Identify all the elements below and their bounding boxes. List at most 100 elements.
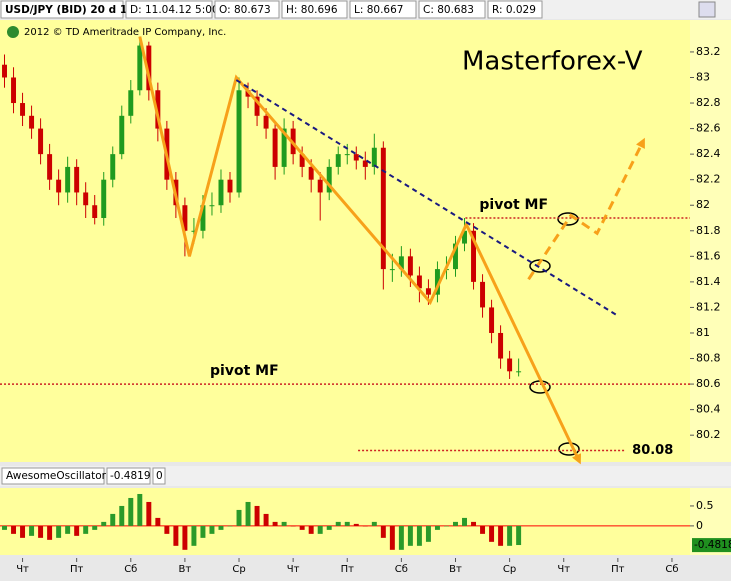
readout: -0.4818 [694, 539, 731, 551]
candle-body [236, 90, 242, 193]
oscillator-bar [209, 525, 215, 534]
oscillator-bar [380, 525, 386, 538]
candle-body [146, 45, 152, 91]
candle-body [425, 288, 431, 295]
candle-body [2, 64, 7, 78]
header-cell [214, 0, 280, 19]
oscillator-plot [0, 488, 690, 555]
oscillator-bar [200, 525, 206, 538]
oscillator-bar [236, 509, 242, 526]
oscillator-bar [2, 525, 7, 530]
oscillator-bar [29, 525, 35, 536]
oscillator-bar [263, 513, 269, 526]
pivot-label: pivot MF [479, 197, 548, 213]
candle-body [462, 230, 467, 244]
oscillator-bar [191, 525, 197, 546]
x-tick-label: Чт [16, 564, 29, 575]
candle-body [38, 128, 44, 155]
y-tick-label: 83 [696, 70, 710, 83]
oscillator-bar [389, 525, 395, 550]
copyright: 2012 © TD Ameritrade IP Company, Inc. [24, 27, 226, 38]
candle-body [119, 115, 125, 155]
oscillator-bar [47, 525, 53, 540]
candle-body [101, 179, 107, 219]
price-scale [690, 20, 731, 462]
header-cell [487, 0, 543, 19]
logo [7, 26, 19, 38]
candle-body [371, 147, 377, 167]
oscillator-bar [507, 525, 513, 546]
candle-body [326, 166, 332, 193]
header-cell [349, 0, 417, 19]
header-cell [106, 467, 151, 485]
y-tick-label: 82.8 [696, 96, 721, 109]
oscillator-bar [362, 525, 368, 527]
candle-body [498, 332, 504, 359]
oscillator-bar [308, 525, 314, 534]
time-axis [0, 558, 731, 581]
oscillator-bar [164, 525, 170, 534]
oscillator-bar [317, 525, 323, 534]
x-tick-label: Пт [70, 564, 84, 575]
candle-body [344, 154, 350, 156]
candle-body [155, 90, 161, 129]
oscillator-bar [453, 521, 458, 526]
candle-body [299, 154, 305, 167]
header-cell [281, 0, 348, 19]
x-tick-label: Вт [179, 564, 192, 575]
candle-body [20, 103, 26, 116]
y-tick-label: 0 [696, 519, 703, 532]
oscillator-bar [480, 525, 486, 534]
oscillator-bar [38, 525, 44, 538]
y-tick-label: 80.8 [696, 352, 721, 365]
highlight-ellipse [557, 212, 579, 226]
oscillator-bar [245, 501, 251, 526]
y-tick-label: 82.6 [696, 122, 721, 135]
oscillator-bar [498, 525, 504, 546]
oscillator-value: 0 [156, 470, 163, 482]
x-tick-label: Чт [287, 564, 300, 575]
trend-line [235, 79, 620, 318]
y-tick-label: 83.2 [696, 45, 721, 58]
oscillator-bar [290, 525, 296, 527]
y-tick-label: 81.4 [696, 275, 721, 288]
trend-line [138, 36, 581, 465]
x-tick-label: Пт [611, 564, 625, 575]
oscillator-bar [119, 505, 125, 526]
oscillator-bar [344, 521, 350, 526]
candle-body [434, 269, 440, 295]
header-cell [0, 0, 124, 19]
y-tick-label: 82.2 [696, 173, 721, 186]
window-button[interactable] [698, 1, 716, 18]
oscillator-value: -0.4819 [110, 470, 151, 482]
oscillator-bar [516, 525, 522, 546]
high: H: 80.696 [286, 4, 338, 16]
candle-body [83, 192, 89, 206]
candle-body [407, 256, 413, 276]
oscillator-bar [20, 525, 26, 538]
candle-body [227, 179, 233, 193]
oscillator-bar [254, 505, 260, 526]
candle-body [218, 179, 224, 206]
x-tick-label: Ср [503, 564, 516, 575]
y-tick-label: 81.2 [696, 300, 721, 313]
candle-body [65, 166, 71, 193]
candle-body [317, 179, 323, 193]
header-cell [1, 467, 105, 485]
oscillator-bar [182, 525, 188, 550]
y-tick-label: 81 [696, 326, 710, 339]
candle-body [353, 154, 359, 161]
candle-body [56, 179, 62, 193]
oscillator-name: AwesomeOscillator [6, 470, 107, 482]
oscillator-bar [146, 501, 152, 526]
candle-body [507, 358, 513, 372]
candle-body [281, 128, 287, 167]
oscillator-bar [74, 525, 80, 536]
x-tick-label: Вт [449, 564, 462, 575]
oscillator-bar [462, 517, 467, 526]
oscillator-bar [371, 521, 377, 526]
candle-body [182, 205, 188, 231]
candle-body [362, 160, 368, 167]
low: L: 80.667 [354, 4, 403, 16]
